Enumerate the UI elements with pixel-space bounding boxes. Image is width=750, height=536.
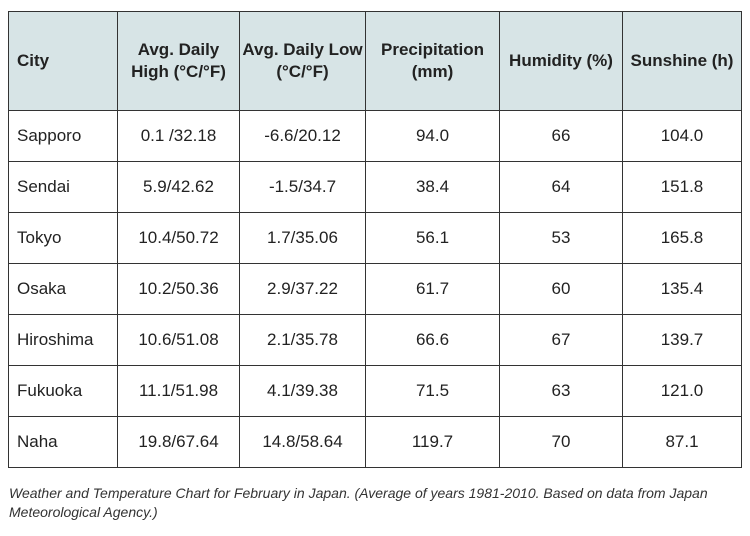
precipitation-cell: 38.4 bbox=[365, 161, 500, 213]
humidity-cell: 70 bbox=[499, 416, 623, 468]
table-row: Hiroshima 10.6/51.08 2.1/35.78 66.6 67 1… bbox=[8, 314, 742, 366]
city-cell: Sapporo bbox=[8, 110, 118, 162]
column-header-precipitation: Precipitation (mm) bbox=[365, 11, 500, 111]
column-header-city: City bbox=[8, 11, 118, 111]
precipitation-cell: 71.5 bbox=[365, 365, 500, 417]
precipitation-cell: 56.1 bbox=[365, 212, 500, 264]
city-cell: Sendai bbox=[8, 161, 118, 213]
humidity-cell: 67 bbox=[499, 314, 623, 366]
column-header-sunshine: Sunshine (h) bbox=[622, 11, 742, 111]
table-caption: Weather and Temperature Chart for Februa… bbox=[9, 485, 708, 520]
precipitation-cell: 61.7 bbox=[365, 263, 500, 315]
avg-high-cell: 10.4/50.72 bbox=[117, 212, 240, 264]
table-row: Fukuoka 11.1/51.98 4.1/39.38 71.5 63 121… bbox=[8, 365, 742, 417]
avg-low-cell: 1.7/35.06 bbox=[239, 212, 366, 264]
city-cell: Hiroshima bbox=[8, 314, 118, 366]
column-header-avg-high: Avg. Daily High (°C/°F) bbox=[117, 11, 240, 111]
city-cell: Osaka bbox=[8, 263, 118, 315]
avg-high-cell: 0.1 /32.18 bbox=[117, 110, 240, 162]
table-row: Sapporo 0.1 /32.18 -6.6/20.12 94.0 66 10… bbox=[8, 110, 742, 162]
sunshine-cell: 139.7 bbox=[622, 314, 742, 366]
avg-low-cell: -1.5/34.7 bbox=[239, 161, 366, 213]
sunshine-cell: 151.8 bbox=[622, 161, 742, 213]
precipitation-cell: 94.0 bbox=[365, 110, 500, 162]
sunshine-cell: 165.8 bbox=[622, 212, 742, 264]
avg-low-cell: 2.1/35.78 bbox=[239, 314, 366, 366]
weather-table-container: City Avg. Daily High (°C/°F) Avg. Daily … bbox=[8, 11, 742, 468]
table-header-row: City Avg. Daily High (°C/°F) Avg. Daily … bbox=[8, 11, 742, 111]
precipitation-cell: 66.6 bbox=[365, 314, 500, 366]
sunshine-cell: 135.4 bbox=[622, 263, 742, 315]
humidity-cell: 64 bbox=[499, 161, 623, 213]
city-cell: Naha bbox=[8, 416, 118, 468]
sunshine-cell: 121.0 bbox=[622, 365, 742, 417]
humidity-cell: 66 bbox=[499, 110, 623, 162]
weather-table: City Avg. Daily High (°C/°F) Avg. Daily … bbox=[8, 11, 742, 468]
sunshine-cell: 87.1 bbox=[622, 416, 742, 468]
humidity-cell: 63 bbox=[499, 365, 623, 417]
column-header-avg-low: Avg. Daily Low (°C/°F) bbox=[239, 11, 366, 111]
avg-high-cell: 10.6/51.08 bbox=[117, 314, 240, 366]
precipitation-cell: 119.7 bbox=[365, 416, 500, 468]
sunshine-cell: 104.0 bbox=[622, 110, 742, 162]
avg-low-cell: 4.1/39.38 bbox=[239, 365, 366, 417]
avg-low-cell: 2.9/37.22 bbox=[239, 263, 366, 315]
city-cell: Tokyo bbox=[8, 212, 118, 264]
avg-high-cell: 19.8/67.64 bbox=[117, 416, 240, 468]
column-header-humidity: Humidity (%) bbox=[499, 11, 623, 111]
avg-high-cell: 11.1/51.98 bbox=[117, 365, 240, 417]
table-row: Osaka 10.2/50.36 2.9/37.22 61.7 60 135.4 bbox=[8, 263, 742, 315]
avg-high-cell: 5.9/42.62 bbox=[117, 161, 240, 213]
table-row: Sendai 5.9/42.62 -1.5/34.7 38.4 64 151.8 bbox=[8, 161, 742, 213]
humidity-cell: 60 bbox=[499, 263, 623, 315]
city-cell: Fukuoka bbox=[8, 365, 118, 417]
avg-low-cell: 14.8/58.64 bbox=[239, 416, 366, 468]
avg-high-cell: 10.2/50.36 bbox=[117, 263, 240, 315]
avg-low-cell: -6.6/20.12 bbox=[239, 110, 366, 162]
table-row: Naha 19.8/67.64 14.8/58.64 119.7 70 87.1 bbox=[8, 416, 742, 468]
table-row: Tokyo 10.4/50.72 1.7/35.06 56.1 53 165.8 bbox=[8, 212, 742, 264]
humidity-cell: 53 bbox=[499, 212, 623, 264]
